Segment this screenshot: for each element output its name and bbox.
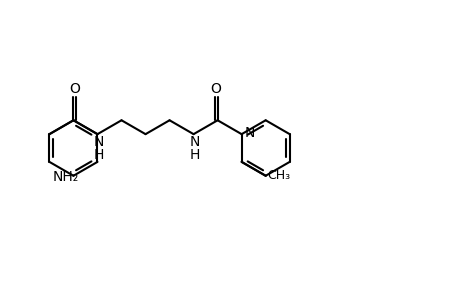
Text: N: N bbox=[244, 126, 254, 140]
Text: N
H: N H bbox=[93, 135, 103, 162]
Text: NH₂: NH₂ bbox=[52, 170, 78, 184]
Text: N
H: N H bbox=[189, 135, 199, 162]
Text: CH₃: CH₃ bbox=[267, 169, 290, 182]
Text: O: O bbox=[69, 82, 80, 96]
Text: O: O bbox=[210, 82, 221, 96]
